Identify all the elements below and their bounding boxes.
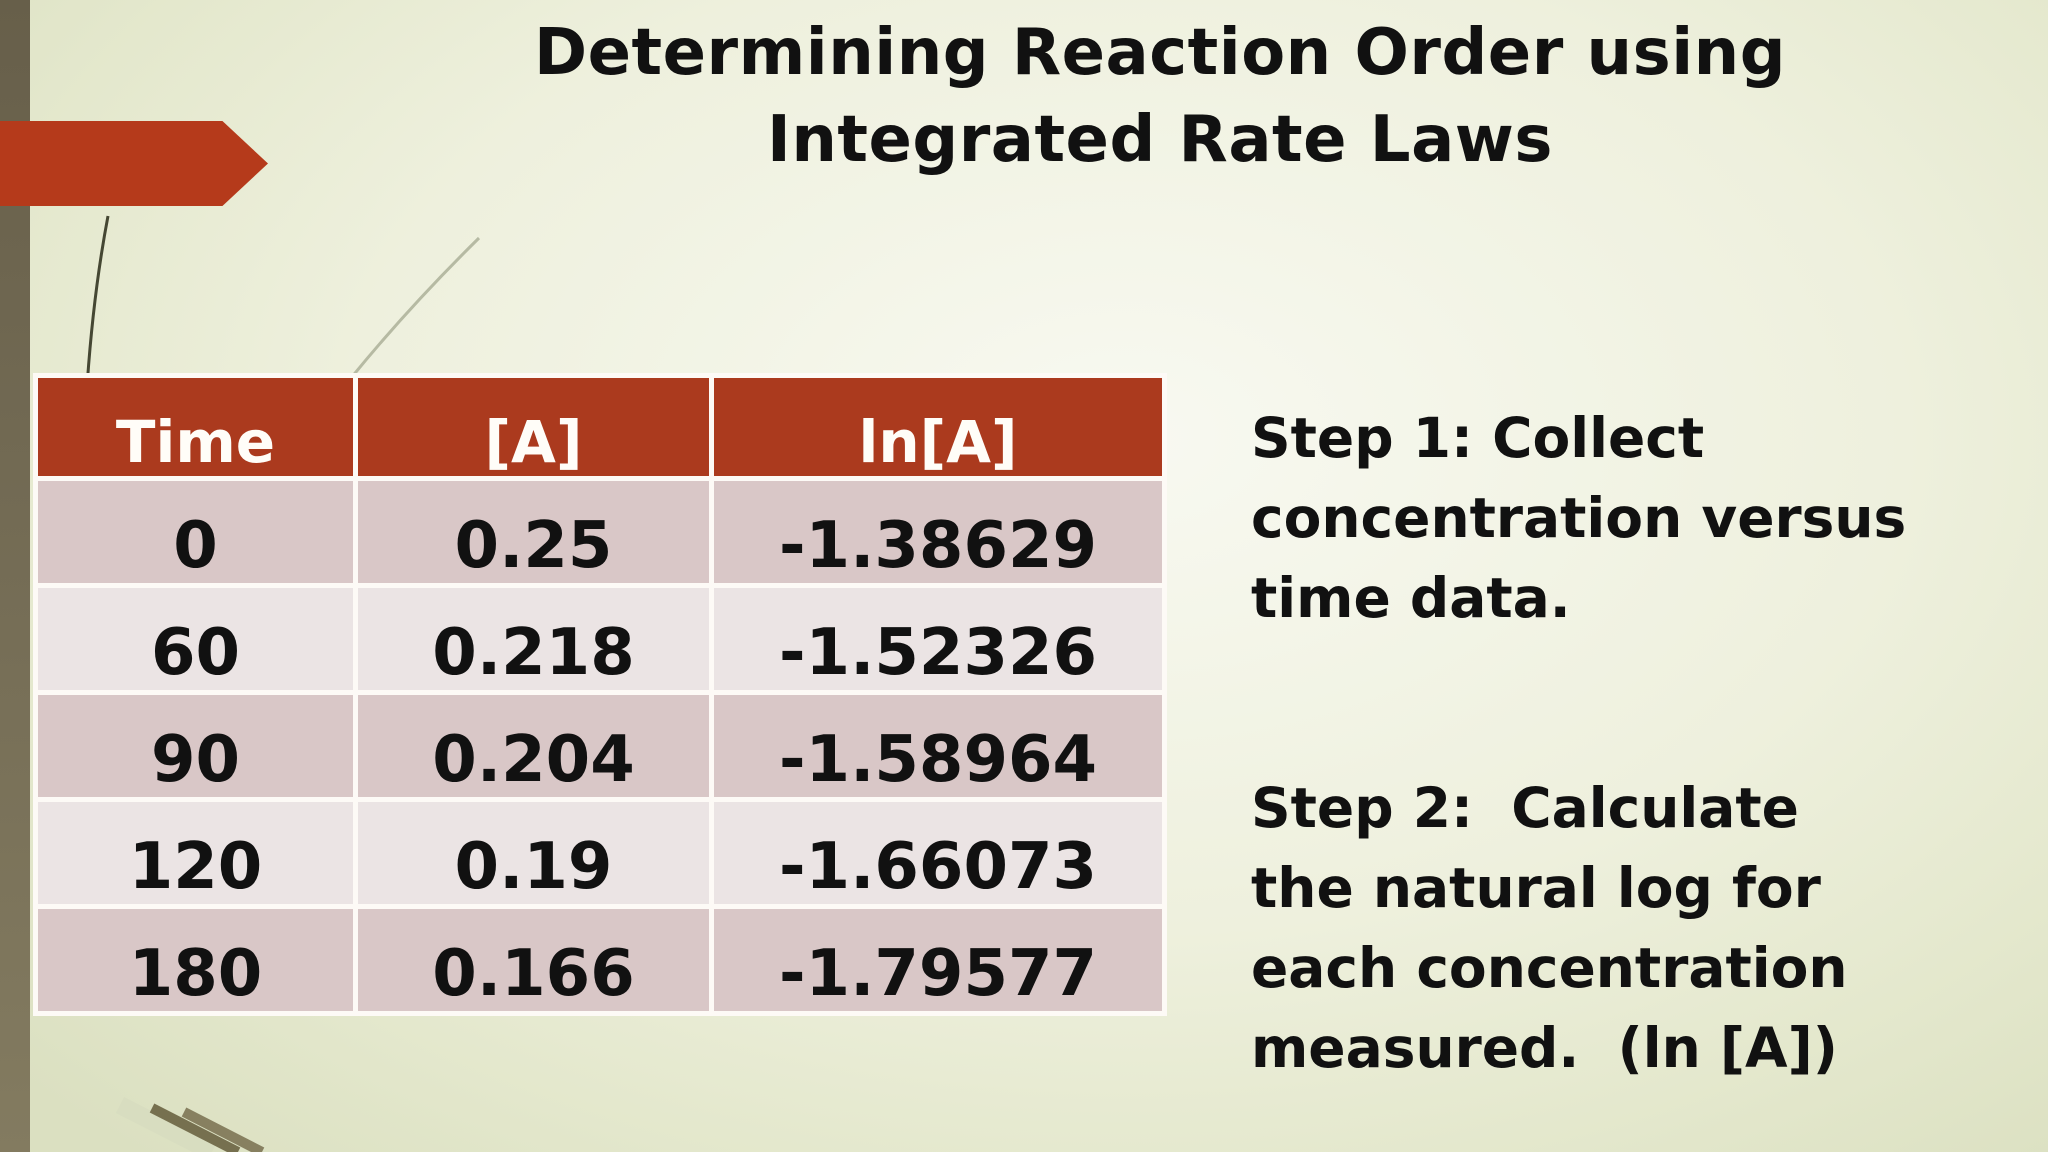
table-row: 120 0.19 -1.66073 [38,802,1162,904]
step-2-text: Step 2: Calculate the natural log for ea… [1251,768,1951,1088]
table-row: 0 0.25 -1.38629 [38,481,1162,583]
step-2-line: each concentration [1251,936,1848,1000]
step-1-line: time data. [1251,566,1571,630]
table-cell: 120 [38,802,353,904]
table-cell: 0.166 [358,909,709,1011]
table-row: 180 0.166 -1.79577 [38,909,1162,1011]
table-cell: 60 [38,588,353,690]
table-cell: -1.66073 [714,802,1162,904]
table-cell: 0.19 [358,802,709,904]
table-cell: 0.218 [358,588,709,690]
grass-stem-light [349,236,481,379]
table-cell: 90 [38,695,353,797]
step-2-line: Step 2: Calculate [1251,776,1799,840]
table-cell: 0 [38,481,353,583]
step-2-line: the natural log for [1251,856,1821,920]
grass-blade-pale [115,1096,217,1152]
table-cell: 0.25 [358,481,709,583]
table-cell: -1.79577 [714,909,1162,1011]
step-1-line: Step 1: Collect [1251,406,1705,470]
column-header-ln: ln[A] [714,378,1162,476]
table-row: 90 0.204 -1.58964 [38,695,1162,797]
slide-title: Determining Reaction Order using Integra… [330,10,1990,184]
table-row: 60 0.218 -1.52326 [38,588,1162,690]
table-cell: -1.58964 [714,695,1162,797]
title-line-1: Determining Reaction Order using [533,16,1787,90]
column-header-conc: [A] [358,378,709,476]
grass-blade-olive-2 [181,1107,265,1152]
column-header-time: Time [38,378,353,476]
table-cell: 180 [38,909,353,1011]
table-cell: -1.52326 [714,588,1162,690]
step-1-line: concentration versus [1251,486,1907,550]
step-2-line: measured. (ln [A]) [1251,1016,1838,1080]
table-cell: -1.38629 [714,481,1162,583]
grass-blade-olive [149,1103,241,1152]
step-1-text: Step 1: Collect concentration versus tim… [1251,398,1951,638]
red-arrow-shape [0,121,268,206]
data-table: Time [A] ln[A] 0 0.25 -1.38629 60 0.218 … [33,373,1167,1016]
table-header-row: Time [A] ln[A] [38,378,1162,476]
table-cell: 0.204 [358,695,709,797]
steps-text-block: Step 1: Collect concentration versus tim… [1251,398,1951,1088]
title-line-2: Integrated Rate Laws [767,103,1553,177]
